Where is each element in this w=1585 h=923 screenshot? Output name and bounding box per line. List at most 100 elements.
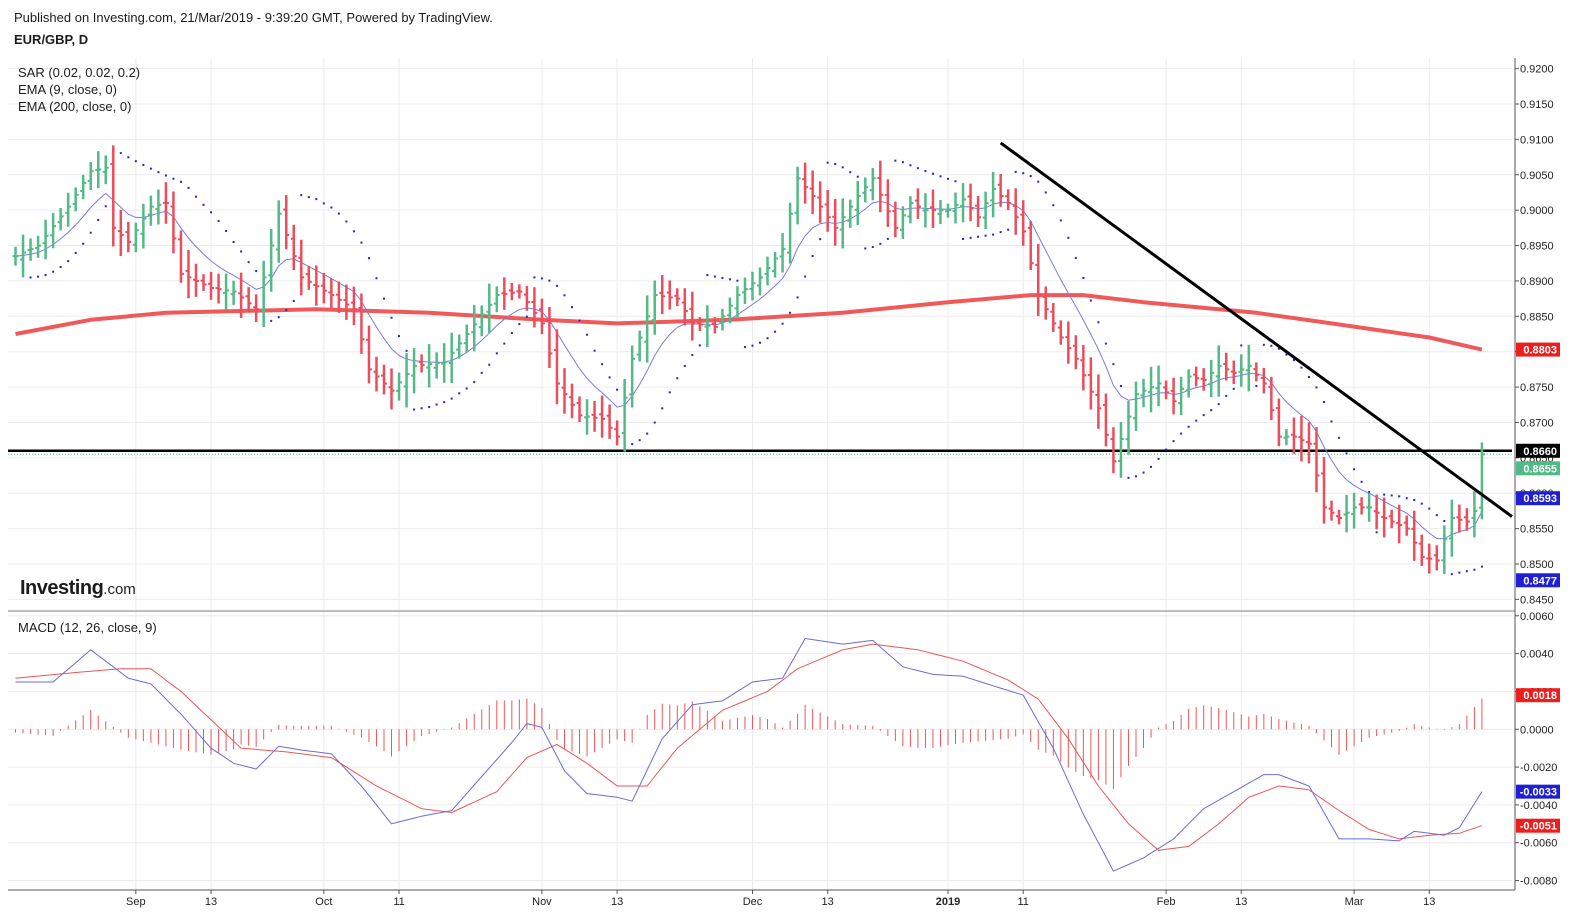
- price-label: 0.8593: [1516, 491, 1560, 506]
- sar-dot: [217, 220, 220, 223]
- time-tick-label: Sep: [126, 896, 146, 908]
- ohlc-bar: [1095, 374, 1102, 429]
- ohlc-bar: [162, 182, 169, 224]
- sar-dot: [1300, 366, 1303, 369]
- sar-dot: [179, 180, 182, 183]
- indicator-ema200-label[interactable]: EMA (200, close, 0): [18, 99, 132, 114]
- ema200-path: [15, 293, 1483, 352]
- ohlc-bar: [208, 271, 215, 300]
- ohlc-bar: [245, 287, 252, 313]
- indicator-ema9-label[interactable]: EMA (9, close, 0): [18, 82, 117, 97]
- indicator-macd-label[interactable]: MACD (12, 26, close, 9): [18, 620, 157, 635]
- sar-dot: [901, 161, 904, 164]
- sar-dot: [383, 297, 385, 300]
- ohlc-bar: [629, 345, 636, 408]
- macd-tick-label: -0.0080: [1520, 876, 1557, 888]
- ohlc-bar: [621, 379, 628, 452]
- ohlc-bar: [1411, 510, 1418, 561]
- ohlc-bar: [290, 224, 297, 271]
- ohlc-bar: [1102, 393, 1109, 447]
- macd-tick-label: -0.0020: [1520, 762, 1557, 774]
- ohlc-bar: [65, 192, 72, 227]
- ohlc-bar: [997, 173, 1004, 207]
- price-tick-label: 0.9050: [1520, 170, 1554, 182]
- sar-dot: [1383, 493, 1386, 496]
- sar-dot: [1390, 494, 1393, 497]
- support-line[interactable]: [8, 449, 1512, 455]
- ohlc-bar: [1193, 366, 1200, 387]
- sar-dot: [676, 377, 679, 380]
- sar-dot: [360, 241, 363, 244]
- ohlc-bar: [501, 277, 508, 310]
- ohlc-bar: [636, 330, 643, 362]
- ohlc-bar: [817, 181, 824, 223]
- sar-dot: [1255, 384, 1258, 387]
- ohlc-bar: [1012, 188, 1019, 235]
- sar-dot: [67, 260, 70, 263]
- sar-dot: [443, 401, 446, 404]
- sar-dot: [939, 175, 942, 178]
- ohlc-bar: [140, 203, 147, 249]
- sar-dot: [661, 407, 664, 410]
- ohlc-bar: [396, 372, 403, 401]
- sar-dot: [1277, 347, 1280, 350]
- ohlc-bar: [125, 221, 132, 253]
- sar-dot: [59, 266, 62, 269]
- ohlc-bar: [516, 284, 523, 299]
- sar-dot: [1029, 175, 1032, 178]
- sar-dot: [37, 275, 40, 278]
- ohlc-bar: [1035, 243, 1042, 317]
- sar-dot: [1014, 170, 1017, 173]
- sar-dot: [292, 299, 295, 302]
- ohlc-bar: [1185, 369, 1192, 398]
- sar-dot: [225, 229, 228, 232]
- ohlc-bar: [177, 230, 184, 283]
- sar-dot: [999, 231, 1002, 234]
- ohlc-bar: [892, 201, 899, 238]
- ohlc-bar: [1230, 360, 1237, 384]
- sar-dot: [864, 247, 867, 250]
- sar-dot: [1353, 468, 1356, 471]
- price-label: -0.0051: [1516, 818, 1560, 833]
- ohlc-bar: [802, 162, 809, 204]
- ohlc-bar: [313, 265, 320, 306]
- ohlc-bar: [1343, 494, 1350, 533]
- sar-dot: [428, 406, 431, 409]
- time-tick-label: 13: [822, 896, 834, 908]
- sar-dot: [984, 234, 987, 237]
- ohlc-bar: [1448, 499, 1455, 557]
- ohlc-bar: [614, 420, 621, 446]
- macd-line: [15, 637, 1483, 872]
- ohlc-bar: [358, 293, 365, 354]
- sar-dot: [525, 315, 528, 318]
- ema9-line: [15, 192, 1483, 540]
- ohlc-bar: [283, 195, 290, 250]
- downtrend-line[interactable]: [999, 141, 1513, 518]
- sar-dot: [1217, 403, 1220, 406]
- ohlc-bar: [1238, 354, 1245, 387]
- macd-tick-label: -0.0040: [1520, 800, 1557, 812]
- sar-dot: [601, 363, 604, 366]
- ohlc-bar: [1456, 504, 1463, 533]
- time-tick-label: Oct: [315, 896, 332, 908]
- sar-dot: [450, 397, 453, 400]
- ohlc-bar: [117, 209, 124, 257]
- time-tick-label: 11: [393, 896, 404, 908]
- sar-dot: [834, 163, 837, 166]
- ohlc-bar: [726, 297, 733, 324]
- indicator-sar-label[interactable]: SAR (0.02, 0.02, 0.2): [18, 65, 141, 80]
- logo-suffix: .com: [103, 581, 136, 598]
- ohlc-bar: [877, 160, 884, 213]
- sar-dot: [1022, 172, 1025, 175]
- trendline[interactable]: [999, 141, 1513, 518]
- ohlc-bar: [493, 286, 500, 313]
- sar-dot: [1465, 570, 1468, 573]
- price-tick-label: 0.9000: [1520, 205, 1554, 217]
- sar-dot: [992, 233, 995, 236]
- ohlc-bar: [456, 334, 463, 359]
- ohlc-bar: [20, 234, 27, 278]
- ohlc-bar: [298, 239, 305, 296]
- ohlc-bar: [1087, 357, 1094, 410]
- sar-dot: [1150, 465, 1153, 468]
